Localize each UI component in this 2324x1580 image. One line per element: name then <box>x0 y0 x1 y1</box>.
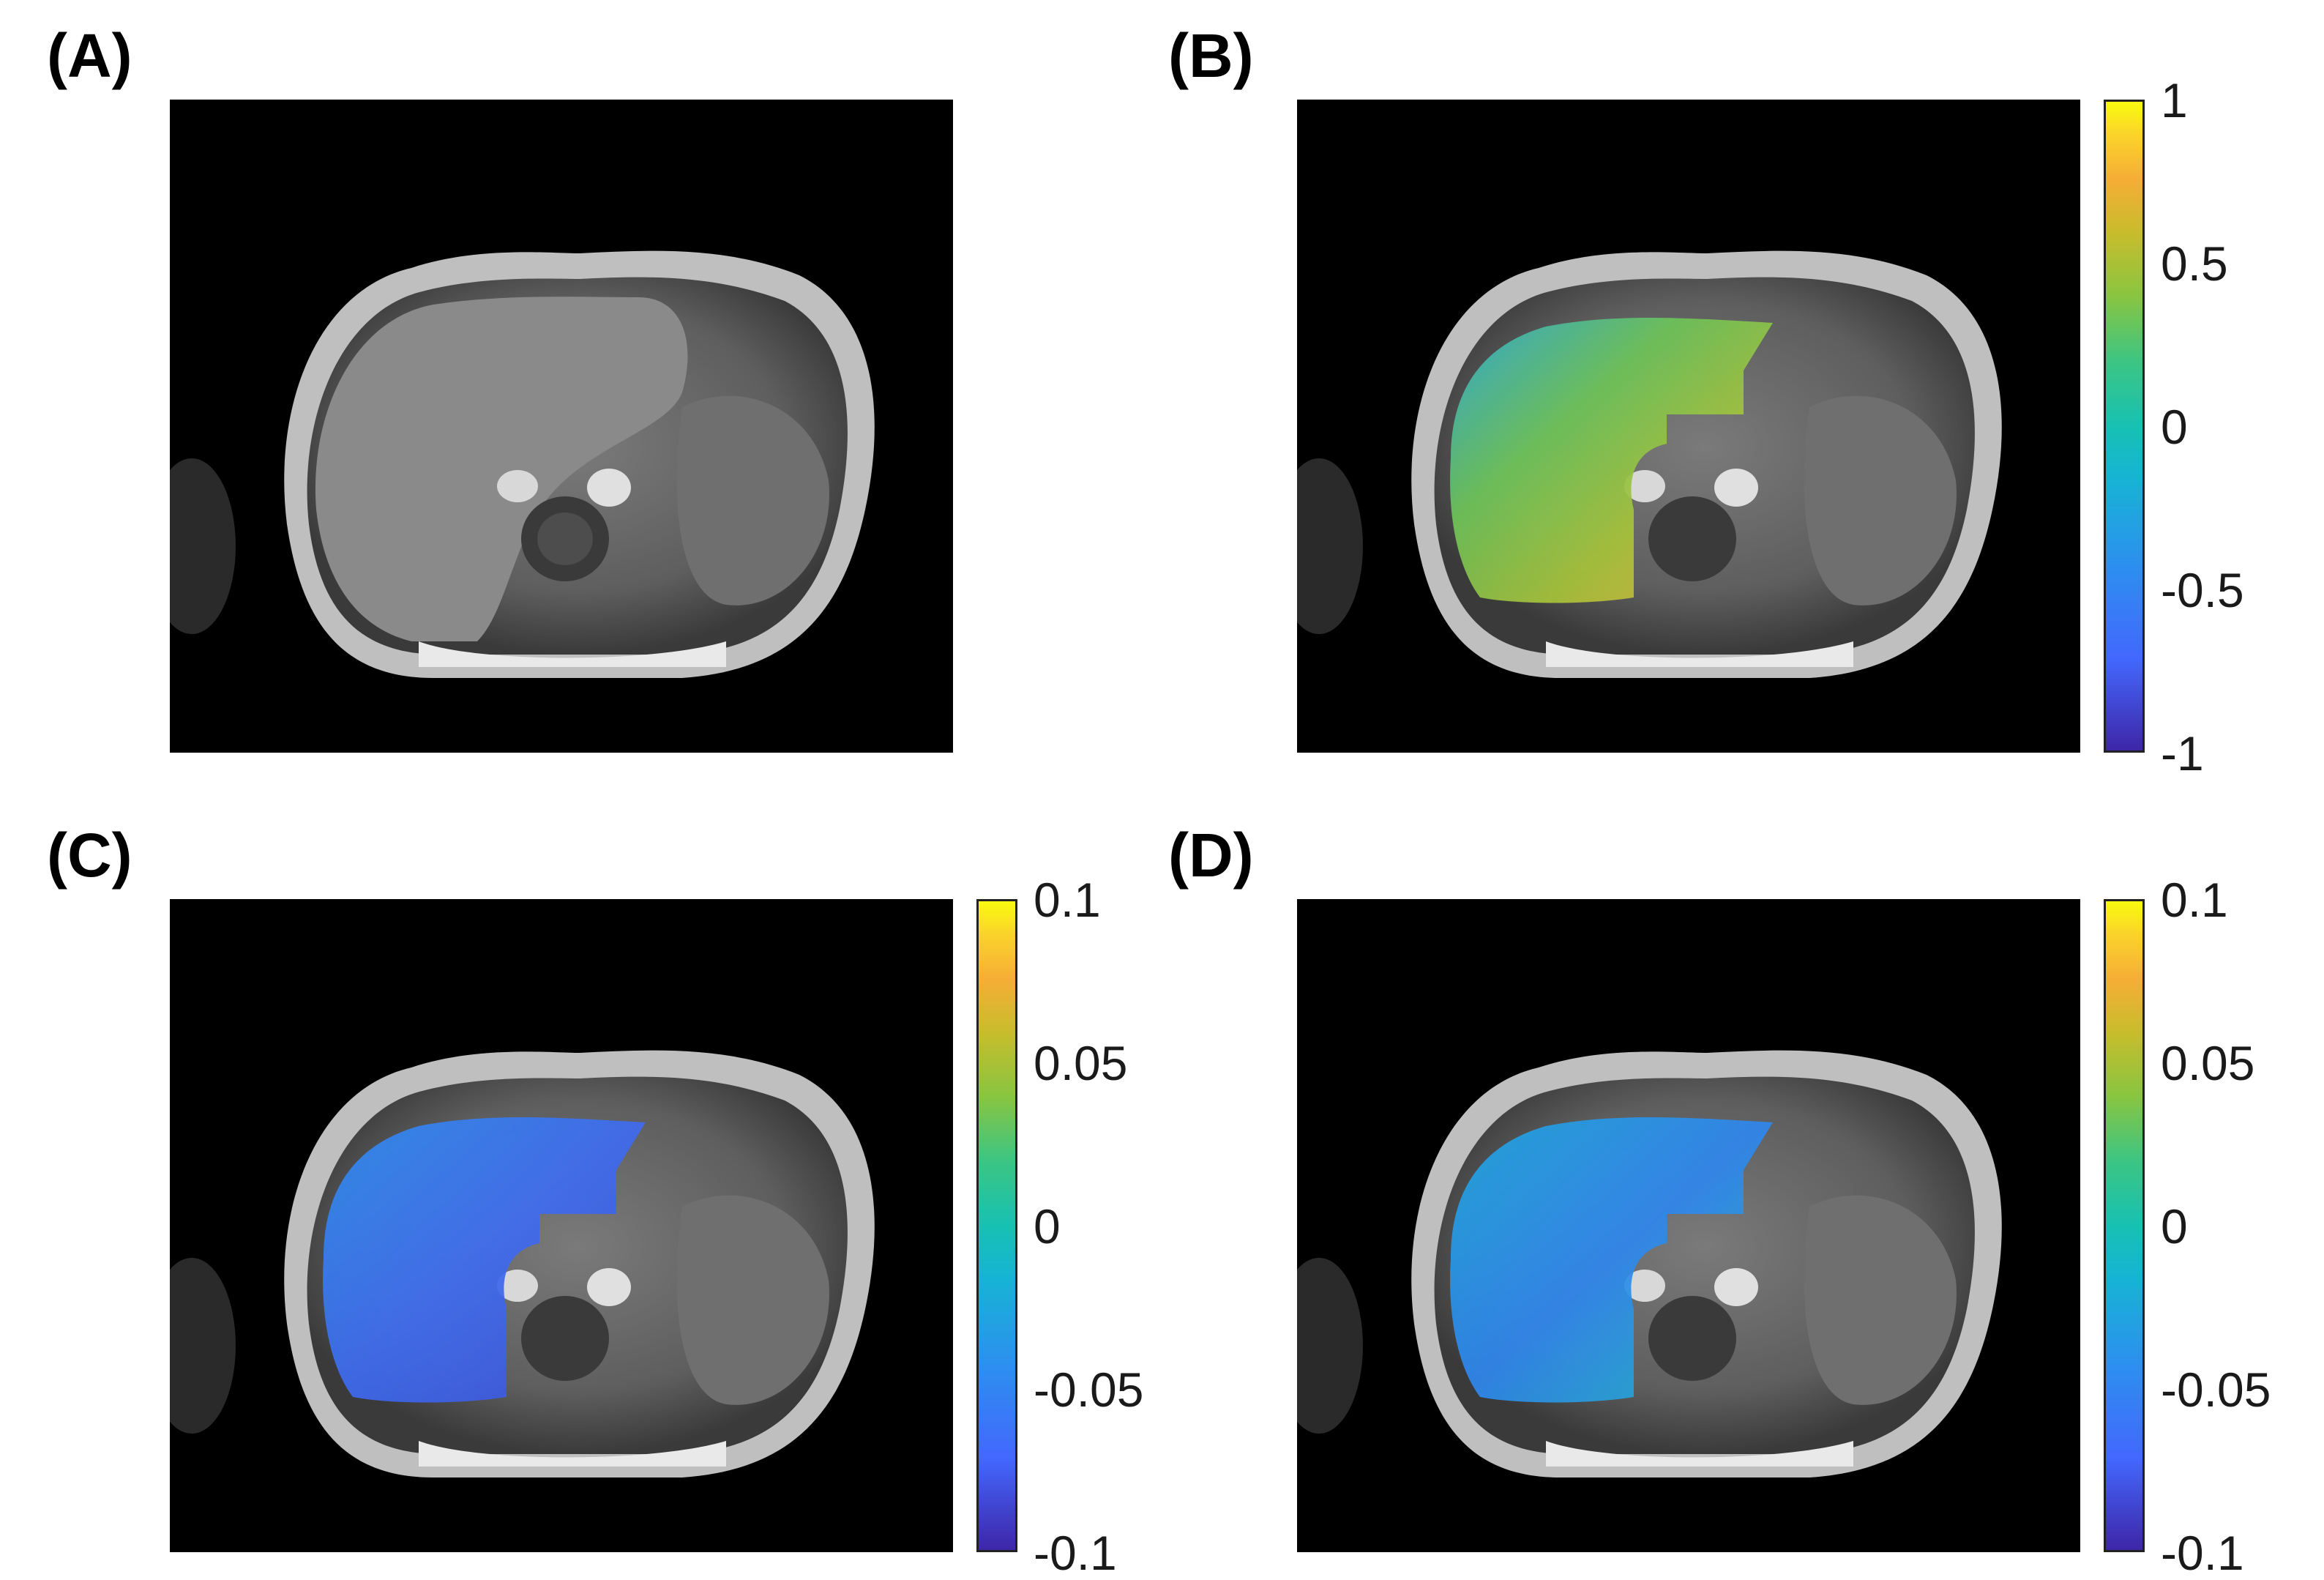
colorbar-b-tick-4: -0.5 <box>2161 563 2244 617</box>
panel-label-a: (A) <box>47 21 132 90</box>
colorbar-c-tick-4: -0.05 <box>1034 1363 1144 1417</box>
colorbar-b-tick-1: 1 <box>2161 73 2188 127</box>
mri-image-c <box>170 899 953 1552</box>
colorbar-d <box>2104 899 2145 1552</box>
mri-image-a <box>170 100 953 753</box>
colorbar-c-tick-2: 0.05 <box>1034 1036 1128 1090</box>
liver-overlay-d <box>1450 1117 1773 1403</box>
panel-label-c: (C) <box>47 821 132 890</box>
liver-overlay-c <box>323 1117 646 1403</box>
mri-image-d <box>1297 899 2080 1552</box>
colorbar-c-tick-1: 0.1 <box>1034 873 1101 927</box>
colorbar-d-tick-3: 0 <box>2161 1199 2188 1253</box>
colorbar-d-tick-1: 0.1 <box>2161 873 2228 927</box>
colorbar-b-tick-3: 0 <box>2161 400 2188 454</box>
panel-label-b: (B) <box>1168 21 1254 90</box>
colorbar-d-tick-5: -0.1 <box>2161 1526 2244 1580</box>
panel-label-d: (D) <box>1168 821 1254 890</box>
colorbar-b-tick-2: 0.5 <box>2161 236 2228 291</box>
colorbar-c <box>976 899 1017 1552</box>
liver-overlay-b <box>1450 318 1773 603</box>
colorbar-d-tick-2: 0.05 <box>2161 1036 2255 1090</box>
mri-image-b <box>1297 100 2080 753</box>
colorbar-b <box>2104 100 2145 753</box>
colorbar-d-tick-4: -0.05 <box>2161 1363 2271 1417</box>
colorbar-c-tick-3: 0 <box>1034 1199 1061 1253</box>
colorbar-b-tick-5: -1 <box>2161 726 2204 780</box>
colorbar-c-tick-5: -0.1 <box>1034 1526 1117 1580</box>
